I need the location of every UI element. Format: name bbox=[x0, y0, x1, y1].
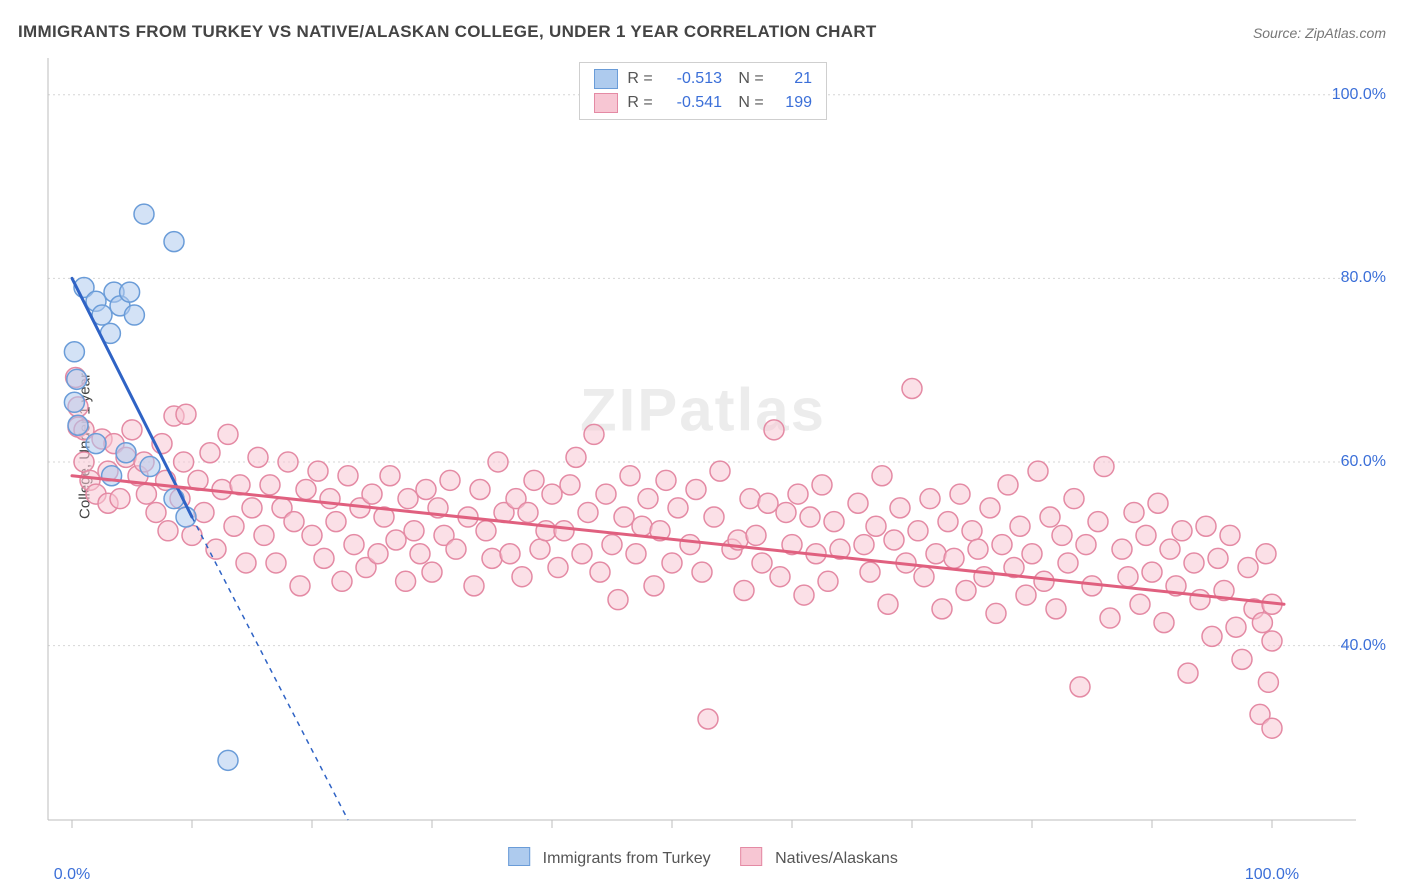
n-value: 199 bbox=[774, 94, 812, 112]
legend-item: Immigrants from Turkey bbox=[508, 847, 710, 868]
y-tick-label: 60.0% bbox=[1341, 453, 1386, 471]
legend-item: Natives/Alaskans bbox=[741, 847, 898, 868]
r-value: -0.541 bbox=[662, 94, 722, 112]
r-value: -0.513 bbox=[662, 70, 722, 88]
y-tick-label: 40.0% bbox=[1341, 637, 1386, 655]
series-legend: Immigrants from Turkey Natives/Alaskans bbox=[508, 847, 898, 868]
y-tick-label: 80.0% bbox=[1341, 269, 1386, 287]
n-value: 21 bbox=[774, 70, 812, 88]
legend-row-series-2: R = -0.541 N = 199 bbox=[594, 91, 812, 115]
chart-container: IMMIGRANTS FROM TURKEY VS NATIVE/ALASKAN… bbox=[0, 0, 1406, 892]
scatter-plot bbox=[0, 0, 1406, 892]
legend-label: Natives/Alaskans bbox=[775, 850, 898, 867]
r-label: R = bbox=[626, 70, 654, 88]
legend-swatch-icon bbox=[508, 847, 530, 866]
x-tick-label: 100.0% bbox=[1245, 866, 1299, 884]
legend-swatch-icon bbox=[594, 93, 618, 113]
n-label: N = bbox=[736, 94, 766, 112]
legend-swatch-icon bbox=[594, 69, 618, 89]
legend-label: Immigrants from Turkey bbox=[543, 850, 711, 867]
legend-swatch-icon bbox=[741, 847, 763, 866]
n-label: N = bbox=[736, 70, 766, 88]
y-tick-label: 100.0% bbox=[1332, 86, 1386, 104]
legend-row-series-1: R = -0.513 N = 21 bbox=[594, 67, 812, 91]
correlation-legend: R = -0.513 N = 21 R = -0.541 N = 199 bbox=[579, 62, 827, 120]
r-label: R = bbox=[626, 94, 654, 112]
x-tick-label: 0.0% bbox=[54, 866, 90, 884]
